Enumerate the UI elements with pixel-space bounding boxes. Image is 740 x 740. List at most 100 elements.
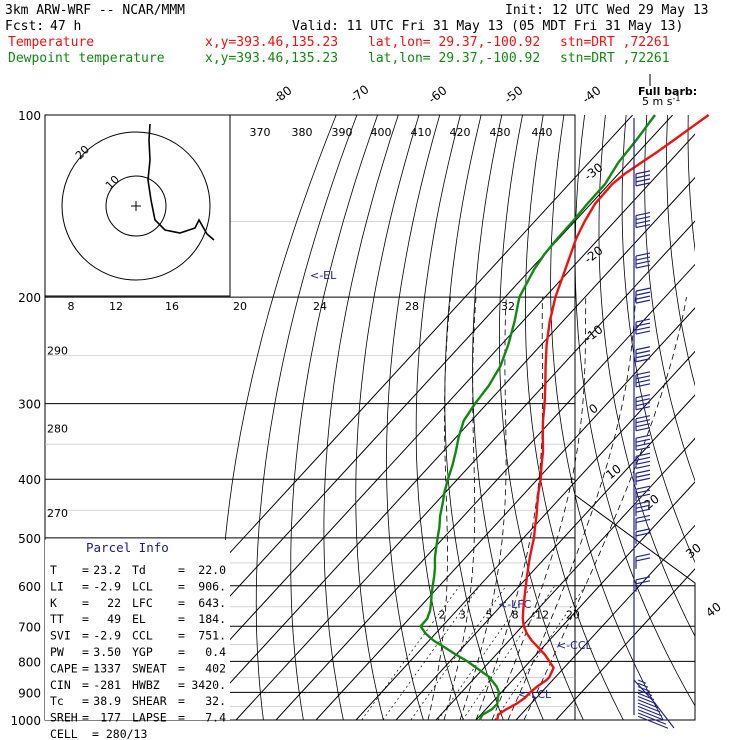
wind-barb xyxy=(635,394,651,411)
hodograph-ring-inner xyxy=(105,175,167,237)
parcel-equals: = xyxy=(82,563,89,577)
parcel-field-value: 3420. xyxy=(191,678,226,692)
isotherm-line xyxy=(355,350,695,720)
parcel-equals: = xyxy=(82,596,89,610)
parcel-equals: = xyxy=(178,694,185,708)
wind-barb xyxy=(635,252,651,269)
parcel-field-label: Tc xyxy=(50,694,64,708)
wind-barb xyxy=(637,682,649,688)
wind-barb xyxy=(635,528,651,544)
pressure-label: 800 xyxy=(18,655,41,669)
parcel-equals: = xyxy=(82,661,89,675)
parcel-field-value: 0.4 xyxy=(205,645,226,659)
wind-barbs xyxy=(633,118,675,729)
temperature-line xyxy=(496,114,710,721)
legend-temperature: Temperature xyxy=(8,35,94,50)
dry-adiabat xyxy=(415,115,464,720)
moist-adiabat xyxy=(427,297,451,720)
dry-adiabat xyxy=(525,115,624,720)
parcel-field-value: 23.2 xyxy=(93,563,121,577)
parcel-field-label: LAPSE xyxy=(132,711,167,725)
parcel-field-value: 184. xyxy=(198,612,226,626)
wind-barb xyxy=(635,469,651,486)
parcel-equals: = xyxy=(178,579,185,593)
theta-label: 400 xyxy=(371,126,392,139)
isotherm-line xyxy=(275,263,695,720)
wind-barb xyxy=(635,553,651,569)
isotherm-line xyxy=(195,176,695,720)
theta-label: 420 xyxy=(450,126,471,139)
mixing-ratio-line xyxy=(437,585,533,720)
mixing-ratio-label: 20 xyxy=(566,609,580,622)
diagram-labels: 100 200 300 400 500 600 700 800 900 1000 -80 -70 -60… xyxy=(10,82,723,728)
parcel-equals: = xyxy=(82,629,89,643)
model-title: 3km ARW-WRF -- NCAR/MMM xyxy=(5,3,185,18)
pressure-label: 1000 xyxy=(10,714,41,728)
legend-temperature-stn: stn=DRT ,72261 xyxy=(560,35,670,50)
pressure-label: 700 xyxy=(18,620,41,634)
wind-barb xyxy=(635,415,651,432)
wind-barb xyxy=(633,679,675,729)
pressure-label: 900 xyxy=(18,686,41,700)
dry-adiabat xyxy=(687,115,695,253)
parcel-field-value: -2.9 xyxy=(93,579,121,593)
mixing-ratio-label: 2 xyxy=(439,609,446,622)
wind-barb xyxy=(637,679,647,684)
wind-barb xyxy=(635,576,651,592)
dry-adiabat xyxy=(498,115,584,720)
parcel-field-label: SHEAR xyxy=(132,694,167,708)
speed-scale-label: 8 xyxy=(68,300,75,313)
parcel-field-value: 751. xyxy=(198,629,226,643)
pressure-label: 200 xyxy=(18,291,41,305)
theta-label: 440 xyxy=(532,126,553,139)
isotherm-label: -20 xyxy=(582,243,606,266)
legend-temperature-latlon: lat,lon= 29.37,-100.92 xyxy=(368,35,540,50)
isotherm-label: 10 xyxy=(603,462,624,482)
parcel-field-label: CELL xyxy=(50,727,78,740)
isotherm-label: -50 xyxy=(502,83,526,106)
parcel-equals: = xyxy=(178,678,185,692)
dry-adiabat xyxy=(730,115,740,733)
parcel-equals: = xyxy=(82,579,89,593)
parcel-field-value: 32. xyxy=(205,694,226,708)
dry-adiabat xyxy=(472,115,544,720)
isotherm-line xyxy=(155,133,695,720)
parcel-info-background xyxy=(45,540,230,720)
parcel-field-label: SREH xyxy=(50,711,78,725)
mixing-ratio-line xyxy=(410,585,507,720)
wind-barb xyxy=(637,702,661,713)
parcel-field-label: SVI xyxy=(50,629,71,643)
fcst-label: Fcst: xyxy=(5,19,44,34)
isotherm-label: -70 xyxy=(348,82,372,105)
wind-barb xyxy=(637,709,665,721)
parcel-field-label: EL xyxy=(132,612,146,626)
isotherm-line xyxy=(515,524,695,720)
theta-label: 390 xyxy=(332,126,353,139)
frame-extension xyxy=(574,494,696,721)
parcel-field-label: K xyxy=(50,596,57,610)
parcel-field-value: 177 xyxy=(100,711,121,725)
dry-adiabat xyxy=(574,115,695,707)
mixing-ratio-line xyxy=(382,585,480,720)
isotherm-line xyxy=(235,220,695,720)
wind-barb xyxy=(635,514,651,531)
parcel-field-label: PW xyxy=(50,645,64,659)
wind-barb xyxy=(635,434,651,451)
legend-dewpoint-xy: x,y=393.46,135.23 xyxy=(205,51,338,66)
mixing-ratio-line xyxy=(494,585,586,720)
dry-adiabat xyxy=(621,115,695,564)
wind-barb xyxy=(635,346,651,363)
dry-adiabat xyxy=(444,115,504,720)
mixing-ratio-label: 3 xyxy=(459,609,466,622)
dry-adiabat xyxy=(323,115,399,720)
fcst-value: 47 h xyxy=(50,19,81,34)
isotherm-line xyxy=(395,394,695,720)
legend-temperature-xy: x,y=393.46,135.23 xyxy=(205,35,338,50)
isotherm-line xyxy=(475,481,695,720)
dewpoint-line xyxy=(419,114,656,721)
wind-barb xyxy=(635,452,651,469)
dry-adiabat xyxy=(219,115,337,720)
parcel-equals: = xyxy=(178,661,185,675)
legend-dewpoint-latlon: lat,lon= 29.37,-100.92 xyxy=(368,51,540,66)
